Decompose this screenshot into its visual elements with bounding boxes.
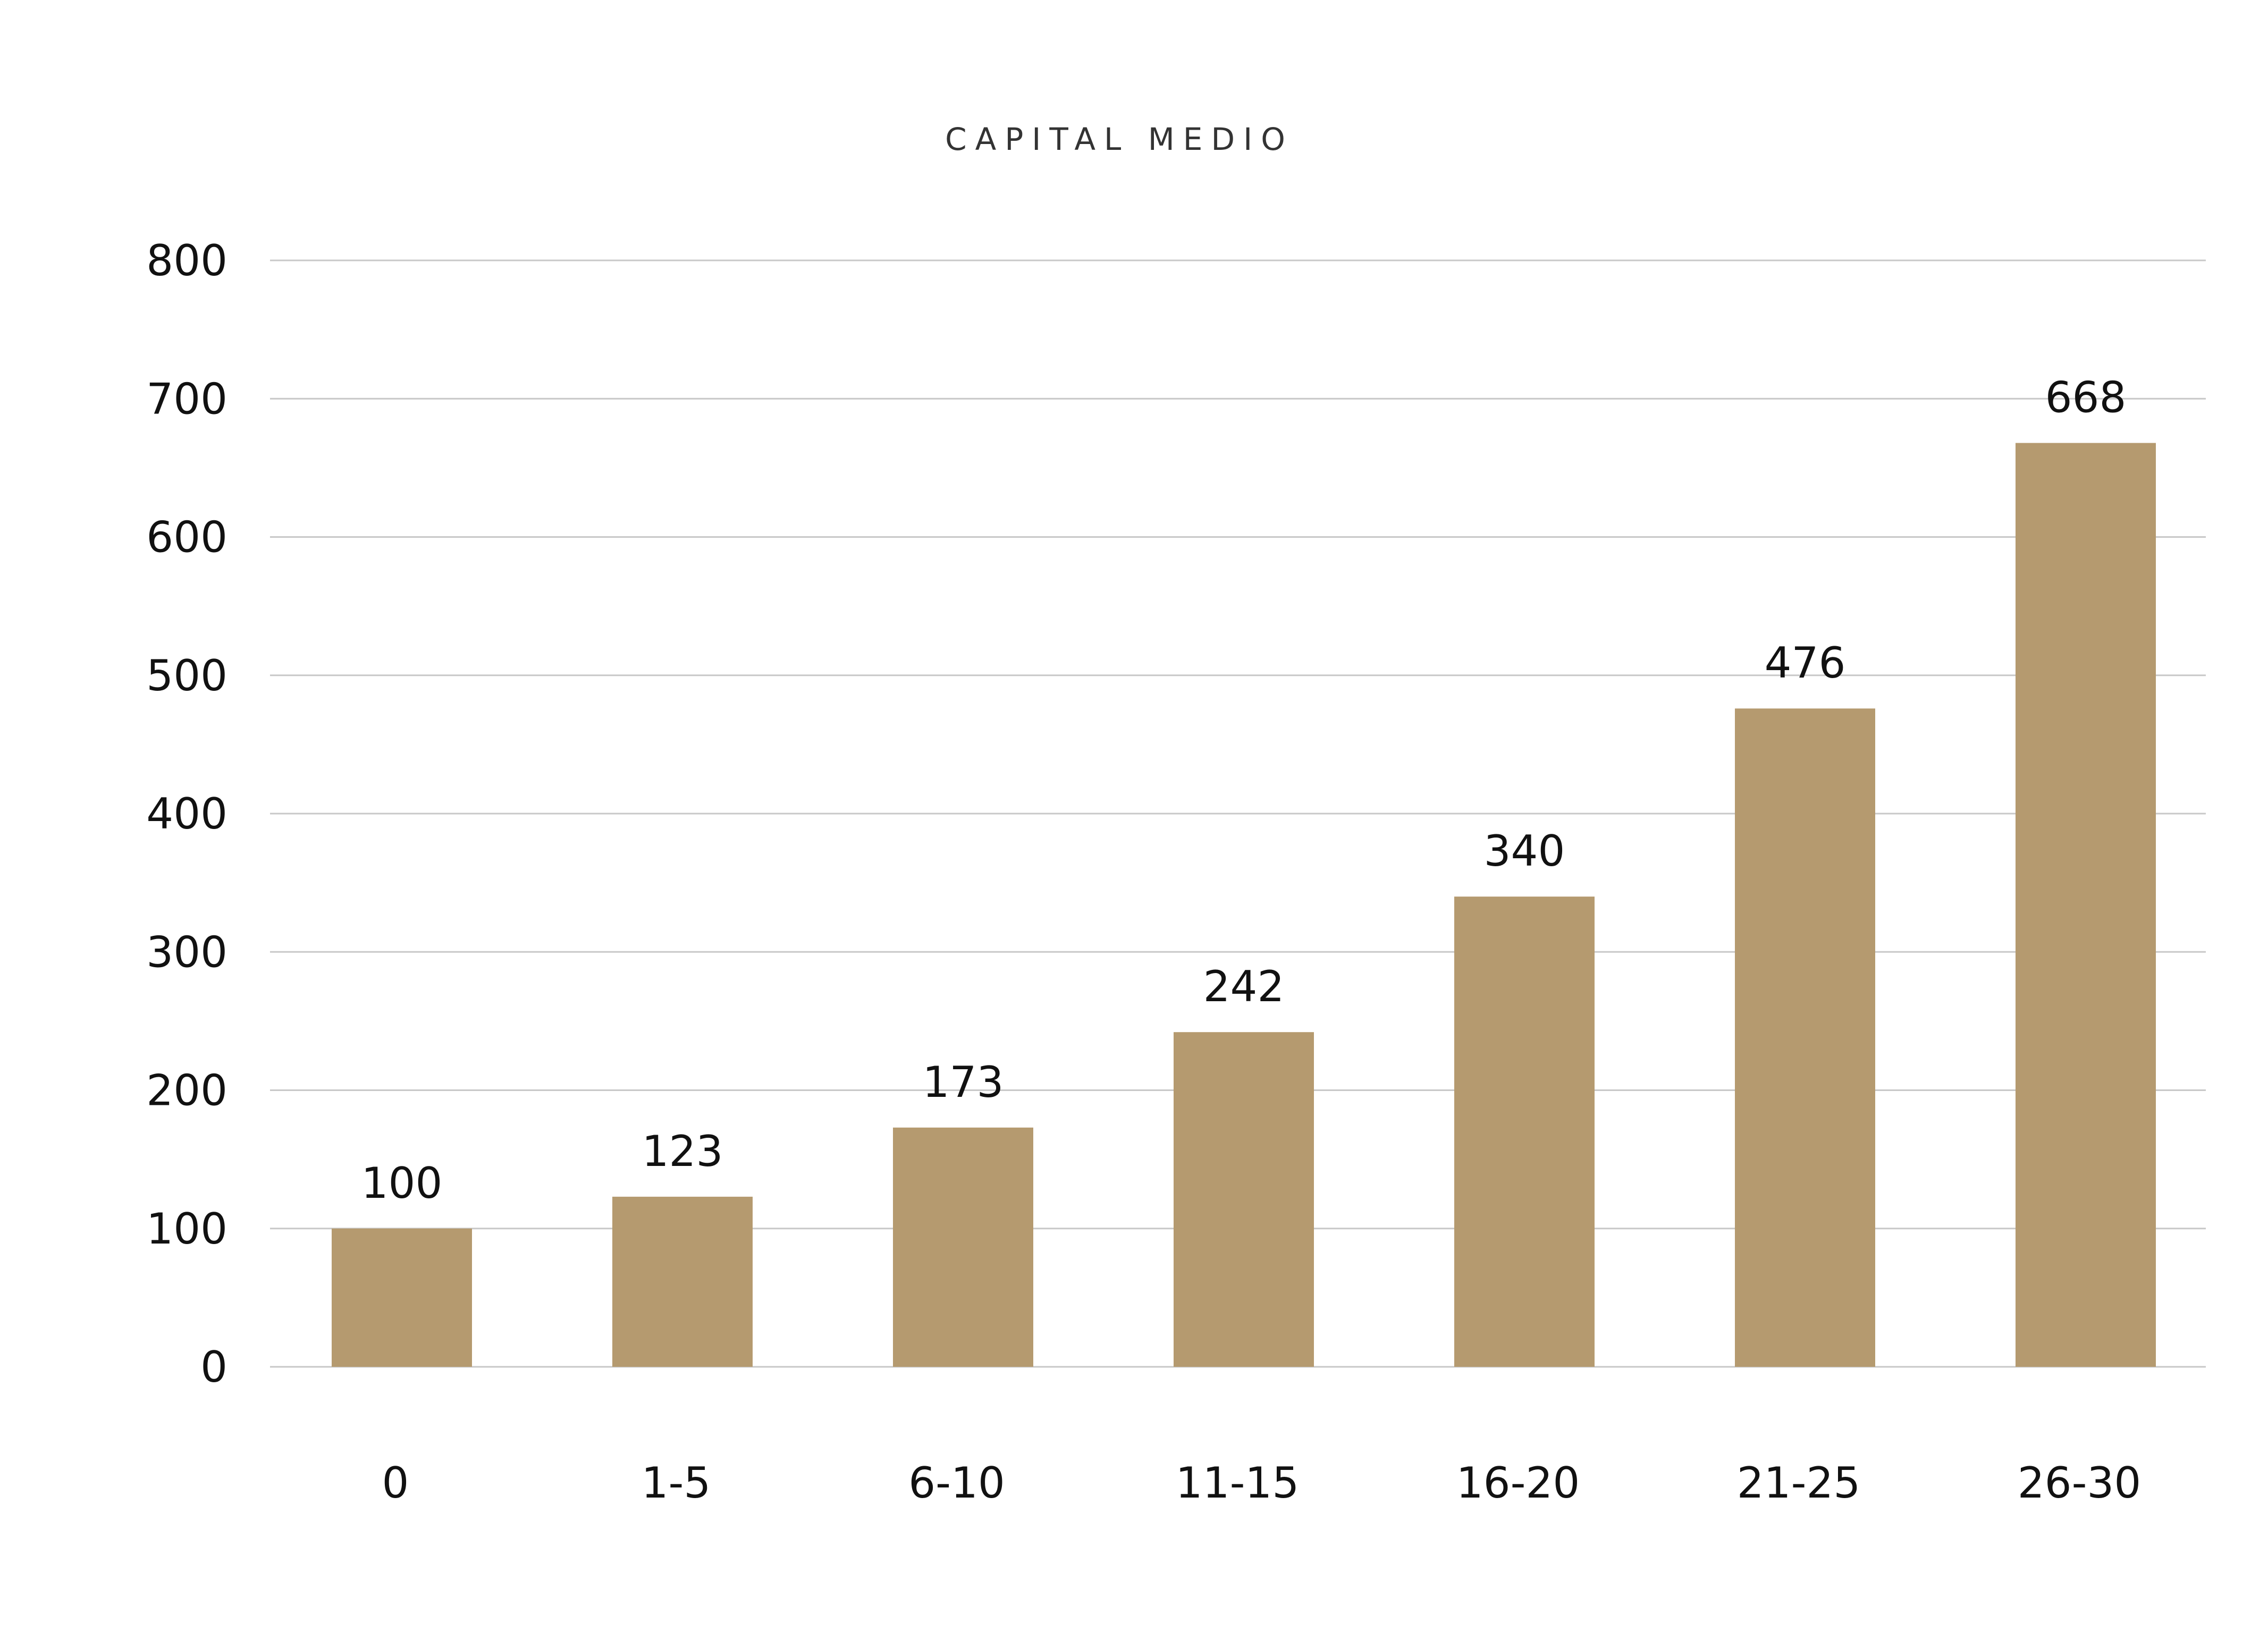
data-label: 340 xyxy=(1484,826,1565,876)
data-label: 242 xyxy=(1203,962,1285,1011)
y-tick-label: 0 xyxy=(200,1342,227,1392)
y-tick-label: 600 xyxy=(146,513,227,562)
data-labels: 100 123 173 242 340 476 668 xyxy=(361,373,2127,1208)
data-label: 668 xyxy=(2045,373,2127,422)
data-label: 173 xyxy=(923,1058,1004,1107)
data-label: 476 xyxy=(1765,638,1846,688)
y-tick-label: 300 xyxy=(146,927,227,977)
x-tick-label: 26-30 xyxy=(2018,1458,2141,1508)
y-tick-label: 800 xyxy=(146,236,227,285)
x-tick-label: 1-5 xyxy=(642,1458,711,1508)
y-axis-ticks: 0 100 200 300 400 500 600 700 800 xyxy=(146,236,227,1392)
x-tick-label: 0 xyxy=(382,1458,409,1508)
data-label: 123 xyxy=(642,1127,723,1176)
bar xyxy=(1454,897,1595,1367)
x-axis-ticks: 0 1-5 6-10 11-15 16-20 21-25 26-30 xyxy=(382,1458,2141,1508)
x-tick-label: 11-15 xyxy=(1176,1458,1299,1508)
x-tick-label: 6-10 xyxy=(908,1458,1005,1508)
chart-title: CAPITAL MEDIO xyxy=(945,121,1294,157)
bar xyxy=(332,1228,472,1367)
y-tick-label: 500 xyxy=(146,651,227,700)
bars xyxy=(332,443,2156,1367)
y-tick-label: 200 xyxy=(146,1066,227,1115)
data-label: 100 xyxy=(361,1159,443,1208)
bar xyxy=(1735,708,1875,1367)
y-tick-label: 400 xyxy=(146,789,227,839)
bar xyxy=(2016,443,2156,1367)
bar xyxy=(612,1196,753,1367)
y-tick-label: 100 xyxy=(146,1204,227,1254)
bar xyxy=(1174,1032,1314,1367)
bar xyxy=(893,1127,1033,1367)
y-tick-label: 700 xyxy=(146,374,227,424)
x-tick-label: 16-20 xyxy=(1456,1458,1580,1508)
x-tick-label: 21-25 xyxy=(1737,1458,1860,1508)
